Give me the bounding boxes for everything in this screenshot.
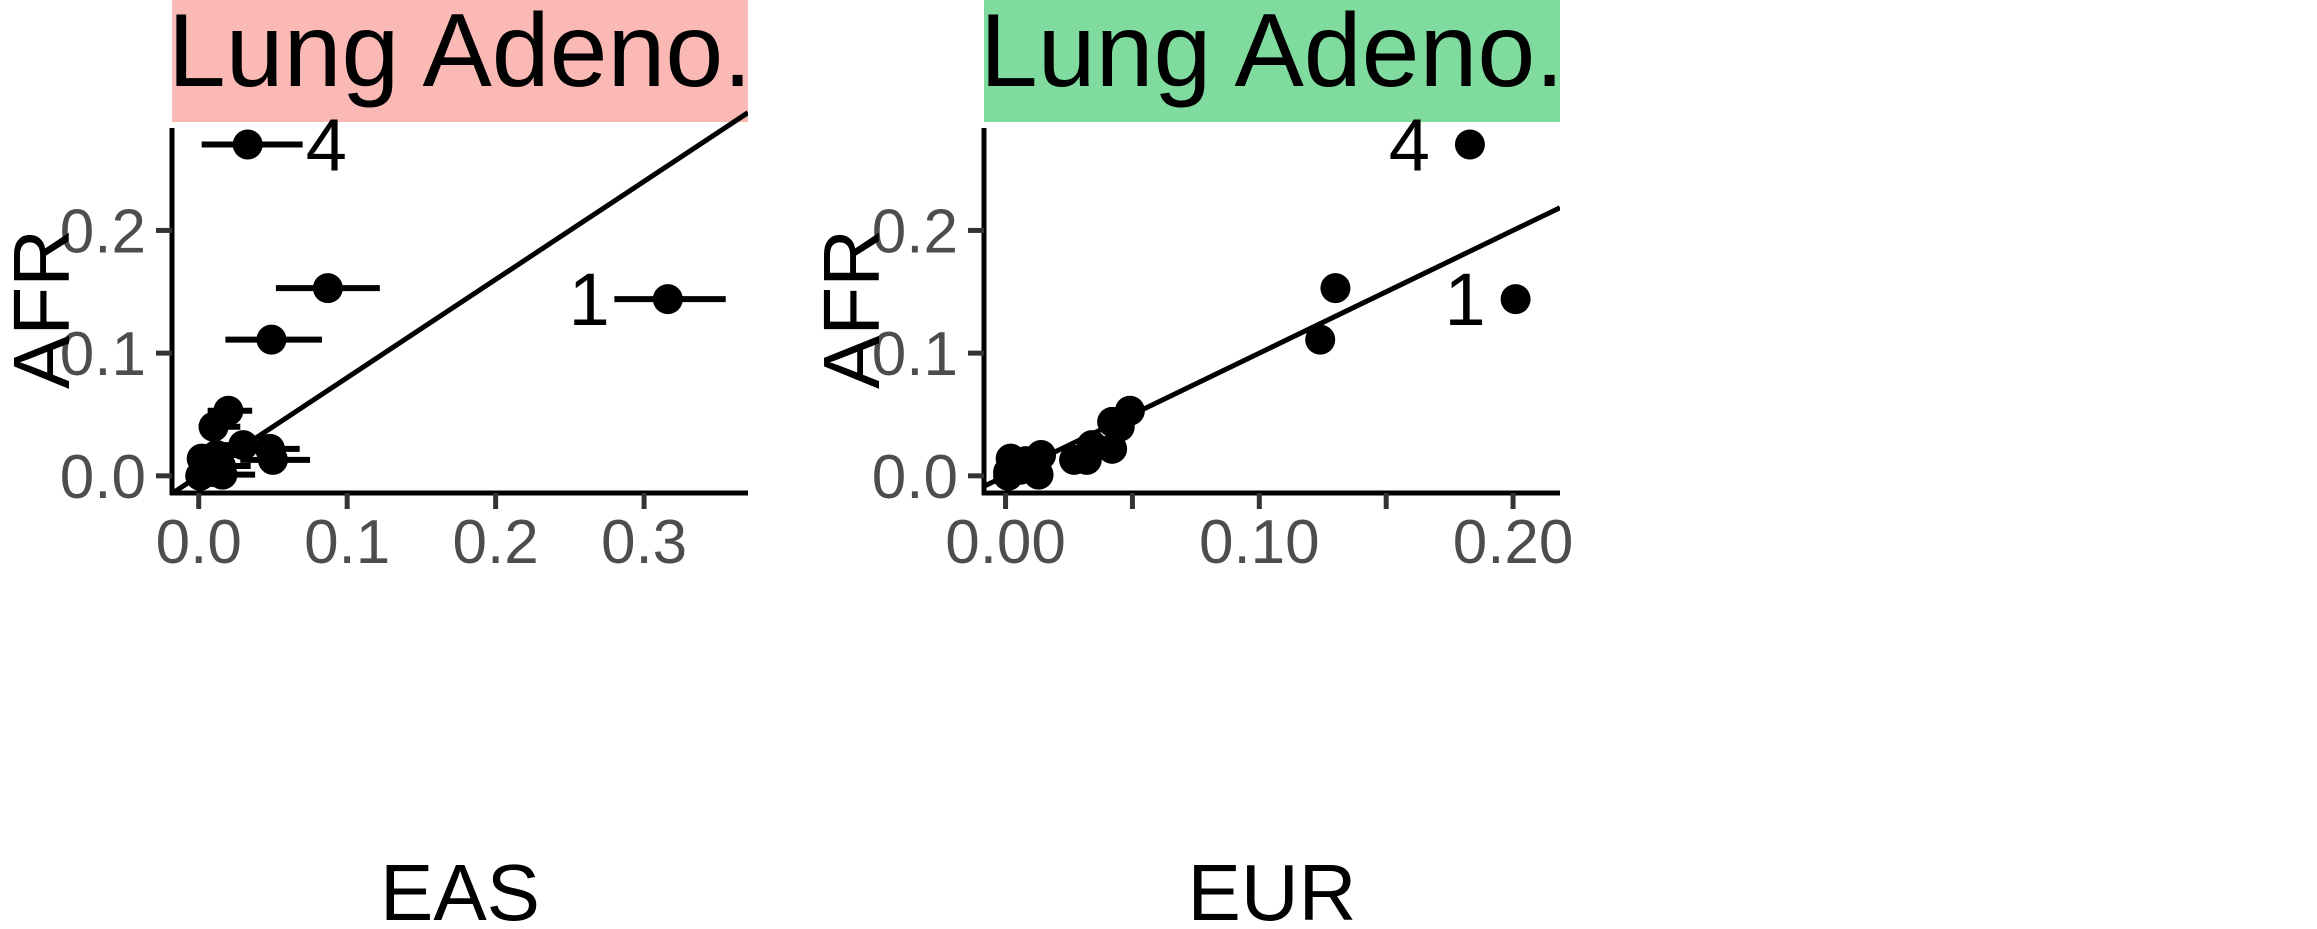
x-axis-title: EAS	[380, 848, 540, 929]
y-tick-label: 0.2	[872, 197, 958, 266]
x-tick-label: 0.00	[945, 508, 1066, 577]
y-axis-title: AFR	[0, 229, 86, 389]
y-tick-label: 0.0	[872, 443, 958, 512]
data-point	[1305, 324, 1336, 355]
data-point	[1097, 406, 1128, 437]
panel-title: Lung Adeno.	[168, 0, 752, 109]
y-tick-label: 0.0	[60, 443, 146, 512]
data-point	[232, 129, 263, 160]
x-tick-label: 0.2	[453, 508, 539, 577]
y-tick-label: 0.1	[872, 320, 958, 389]
x-tick-label: 0.0	[156, 508, 242, 577]
x-tick-label: 0.10	[1199, 508, 1320, 577]
panel-title: Lung Adeno.	[980, 0, 1564, 109]
plot-area: 0.0 0.1 0.2 0.3 0.0 0.1 0.2 4 1	[60, 104, 748, 577]
data-point	[185, 460, 216, 491]
strip-background	[172, 0, 748, 122]
plot-area: 0.00 0.10 0.20 0.0 0.1 0.2 41	[872, 104, 1574, 577]
data-point	[1320, 273, 1351, 304]
strip-background	[984, 0, 1560, 122]
data-point	[652, 284, 683, 315]
data-point	[1059, 444, 1090, 475]
y-tick-label: 0.2	[60, 197, 146, 266]
fit-line	[984, 205, 1560, 489]
y-axis-title: AFR	[807, 229, 896, 389]
data-point	[228, 430, 259, 461]
x-tick-label: 0.1	[304, 508, 390, 577]
point-label: 1	[1444, 258, 1485, 341]
panel-left: Lung Adeno. 0.0 0.1 0.2 0.30.00.10.241 EAS …	[0, 0, 752, 929]
data-point	[257, 444, 288, 475]
fit-line	[172, 110, 748, 493]
point-label: 4	[306, 104, 347, 187]
data-point	[256, 324, 287, 355]
data-point	[1500, 284, 1531, 315]
data-point	[993, 460, 1024, 491]
panel-right: Lung Adeno. 0.00 0.10 0.200.00.10.241 EUR …	[807, 0, 1573, 929]
x-tick-label: 0.3	[601, 508, 687, 577]
x-axis-title: EUR	[1188, 848, 1357, 929]
y-tick-label: 0.1	[60, 320, 146, 389]
data-point	[207, 459, 238, 490]
data-point	[312, 273, 343, 304]
point-label: 1	[569, 258, 610, 341]
x-tick-label: 0.20	[1453, 508, 1574, 577]
data-point	[1454, 129, 1485, 160]
data-point	[198, 411, 229, 442]
point-label: 4	[1389, 104, 1430, 187]
